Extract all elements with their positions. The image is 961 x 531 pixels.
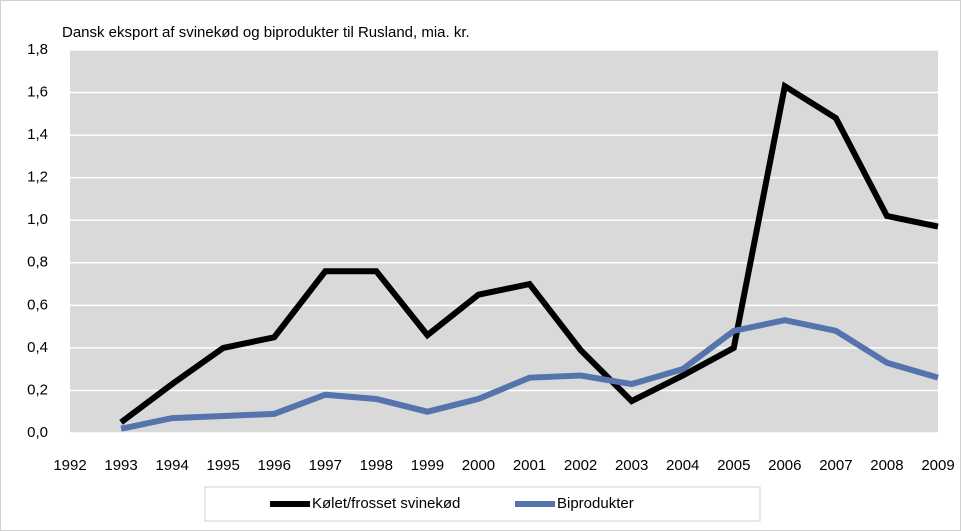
x-tick-label: 2008 [870,457,903,474]
y-tick-label: 1,4 [27,126,48,143]
x-tick-label: 2002 [564,457,597,474]
x-tick-label: 1994 [155,457,188,474]
x-tick-label: 1998 [360,457,393,474]
x-tick-label: 2007 [819,457,852,474]
x-tick-label: 2005 [717,457,750,474]
x-tick-label: 2004 [666,457,699,474]
y-tick-label: 0,8 [27,254,48,271]
x-tick-label: 1995 [206,457,239,474]
chart-title: Dansk eksport af svinekød og biprodukter… [62,24,470,41]
x-tick-label: 1999 [411,457,444,474]
y-tick-label: 1,2 [27,169,48,186]
y-tick-label: 1,0 [27,211,48,228]
x-tick-label: 2000 [462,457,495,474]
x-tick-label: 2001 [513,457,546,474]
x-tick-label: 2006 [768,457,801,474]
x-tick-label: 2009 [921,457,954,474]
x-tick-label: 1992 [53,457,86,474]
series-line [120,317,939,432]
y-tick-label: 1,6 [27,84,48,101]
y-tick-label: 0,2 [27,381,48,398]
plot-area [70,50,938,433]
y-tick-label: 1,8 [27,41,48,58]
x-tick-label: 1997 [309,457,342,474]
legend-label: Kølet/frosset svinekød [312,495,460,512]
y-tick-label: 0,6 [27,296,48,313]
x-tick-label: 1996 [258,457,291,474]
y-tick-label: 0,0 [27,424,48,441]
legend-label: Biprodukter [557,495,634,512]
y-tick-label: 0,4 [27,339,48,356]
x-tick-label: 1993 [104,457,137,474]
series-line [119,81,939,425]
x-tick-label: 2003 [615,457,648,474]
